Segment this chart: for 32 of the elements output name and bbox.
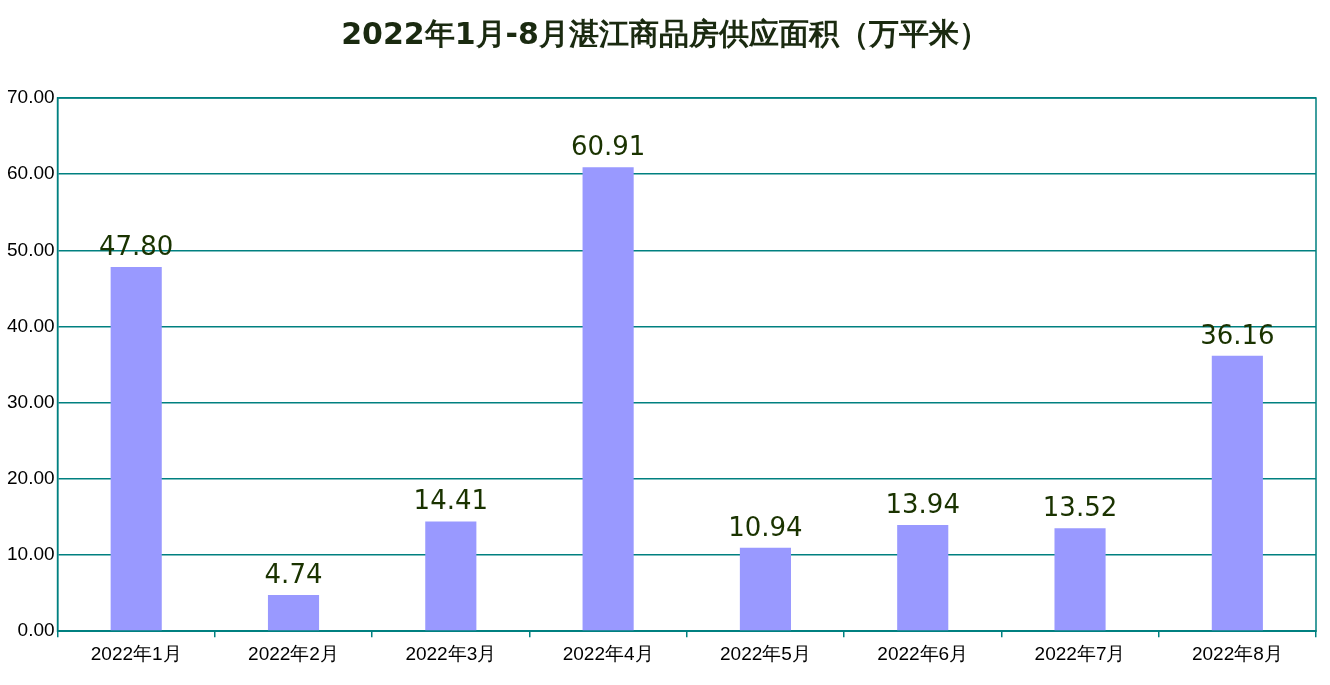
y-tick-label: 0.00 [17,619,55,641]
bar [1054,528,1106,631]
y-tick-label: 20.00 [7,467,55,489]
data-label: 36.16 [1200,319,1275,350]
y-tick-label: 10.00 [7,543,55,565]
y-tick-label: 70.00 [7,86,55,108]
y-tick-label: 60.00 [7,162,55,184]
bar [1211,355,1263,631]
data-label: 13.52 [1042,491,1118,522]
bar [425,521,477,631]
bar [897,525,949,631]
bar [582,167,634,631]
x-tick-label: 2022年2月 [248,642,339,664]
data-label: 13.94 [885,488,960,519]
y-tick-label: 30.00 [7,390,55,412]
data-label: 4.74 [264,558,323,589]
data-label: 14.41 [413,485,489,516]
data-label: 10.94 [728,511,803,542]
x-tick-label: 2022年3月 [405,642,497,664]
x-tick-label: 2022年4月 [562,642,654,664]
chart-title: 2022年1月-8月湛江商品房供应面积（万平米） [340,15,990,53]
x-tick-label: 2022年6月 [877,642,969,664]
y-tick-label: 50.00 [7,238,55,260]
y-tick-label: 40.00 [7,314,55,336]
bar [110,267,162,631]
x-tick-label: 2022年7月 [1034,642,1126,664]
x-tick-label: 2022年8月 [1191,642,1283,664]
x-tick-label: 2022年5月 [720,642,811,664]
data-label: 60.91 [570,130,646,161]
bar [739,547,791,631]
x-tick-label: 2022年1月 [90,642,182,664]
bar [267,595,320,631]
